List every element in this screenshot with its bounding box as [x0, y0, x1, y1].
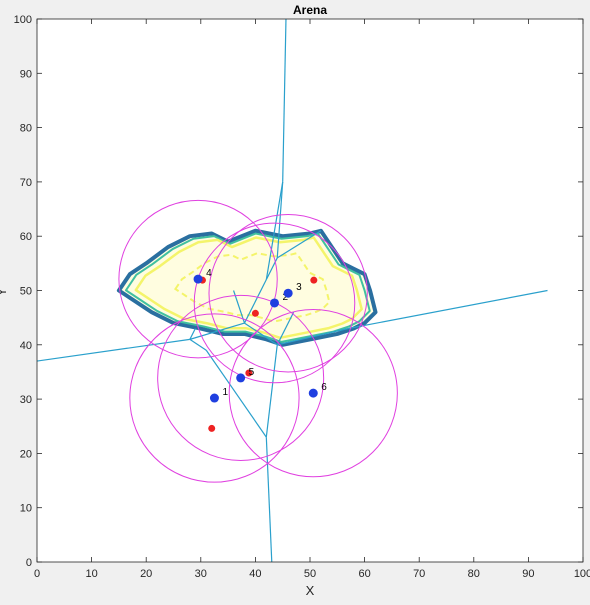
voronoi-edge [189, 338, 207, 351]
chart-title: Arena [293, 3, 327, 17]
x-tick-label: 10 [85, 568, 97, 580]
voronoi-edge [265, 437, 273, 562]
sensing-circle [193, 222, 356, 384]
agent-point [270, 298, 280, 308]
sensing-circle [157, 294, 325, 461]
circle-layer [118, 199, 398, 483]
agent-point [193, 274, 203, 284]
x-axis-label: X [306, 583, 315, 598]
y-tick-label: 70 [20, 177, 32, 189]
x-tick-label: 80 [468, 568, 480, 580]
y-tick-label: 50 [20, 286, 32, 298]
y-tick-label: 20 [20, 448, 32, 460]
sensing-circle [228, 309, 398, 478]
y-tick-label: 40 [20, 340, 32, 352]
y-tick-label: 30 [20, 394, 32, 406]
agent-label: 5 [249, 367, 255, 378]
voronoi-edge [348, 289, 548, 330]
voronoi-edge [276, 230, 322, 259]
voronoi-edge [189, 328, 196, 340]
contour-layer [116, 228, 378, 347]
x-tick-label: 0 [34, 568, 40, 580]
sensing-circle [129, 313, 300, 483]
voronoi-layer [37, 19, 548, 562]
x-tick-label: 100 [574, 568, 590, 580]
agent-label: 1 [222, 387, 228, 398]
y-tick-label: 60 [20, 231, 32, 243]
x-tick-label: 20 [140, 568, 152, 580]
voronoi-edge [205, 349, 267, 438]
agent-label: 6 [321, 382, 327, 393]
x-tick-label: 90 [522, 568, 534, 580]
x-tick-label: 60 [358, 568, 370, 580]
agent-point [209, 393, 219, 403]
y-axis-label: Y [0, 287, 9, 296]
contour-inner [134, 236, 363, 340]
x-tick-label: 50 [304, 568, 316, 580]
x-tick-label: 30 [195, 568, 207, 580]
voronoi-edge [265, 181, 284, 280]
agent-point [283, 288, 293, 298]
target-point [251, 309, 259, 317]
agent-point [236, 373, 246, 383]
voronoi-edge [37, 338, 190, 362]
agent-point [308, 388, 318, 398]
voronoi-edge [276, 181, 284, 258]
contour-mid [124, 232, 371, 343]
target-point [208, 424, 216, 432]
y-tick-label: 0 [26, 557, 32, 569]
y-tick-label: 90 [20, 68, 32, 80]
voronoi-edge [244, 322, 278, 346]
x-tick-label: 40 [249, 568, 261, 580]
target-point [245, 369, 253, 377]
x-tick-label: 70 [413, 568, 425, 580]
voronoi-edge [265, 344, 278, 438]
y-tick-label: 10 [20, 503, 32, 515]
sensing-circle [208, 213, 368, 373]
agent-label: 2 [283, 292, 289, 303]
y-tick-label: 100 [14, 14, 32, 26]
agent-label: 4 [206, 268, 212, 279]
voronoi-edge [189, 322, 245, 340]
sensing-circle [118, 199, 278, 359]
y-tick-label: 80 [20, 123, 32, 135]
voronoi-edge [276, 311, 295, 346]
agent-label: 3 [296, 282, 302, 293]
voronoi-edge [243, 279, 267, 324]
target-point [310, 276, 318, 284]
contour-core [173, 252, 331, 323]
contour-outer [116, 228, 378, 347]
tick-layer: 0 10 20 30 40 50 60 70 80 90 100 0 10 20 30 40 50 60 70 80 9… [14, 14, 590, 580]
voronoi-edge [282, 19, 287, 182]
